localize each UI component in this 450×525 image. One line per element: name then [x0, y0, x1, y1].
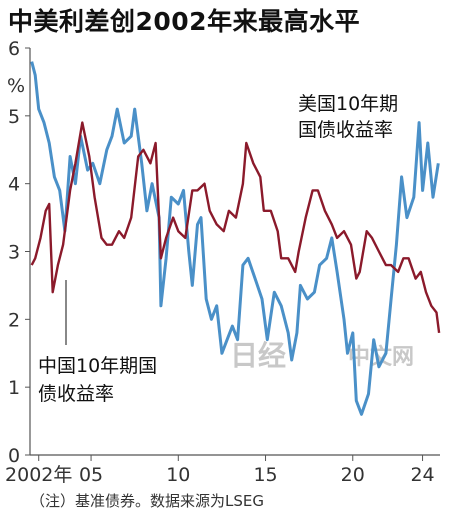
y-unit-label: %	[7, 75, 25, 97]
source-note: （注）基准债券。数据来源为LSEG	[30, 492, 264, 510]
x-tick-label: 24	[410, 464, 434, 486]
china-label-line-2: 债收益率	[38, 383, 114, 405]
us-label-line-2: 国债收益率	[298, 119, 393, 141]
x-tick-label: 05	[79, 464, 103, 486]
us-series-label: 美国10年期 国债收益率	[298, 93, 398, 141]
watermark-text: 中文网	[348, 344, 414, 370]
y-tick-label: 4	[8, 174, 20, 196]
chart-title: 中美利差创2002年来最高水平	[8, 7, 361, 36]
series-lines	[30, 61, 441, 416]
china-label-line-1: 中国10年期国	[38, 355, 157, 377]
x-tick-label: 2002年	[5, 464, 72, 486]
y-tick-label: 5	[8, 106, 20, 128]
us-label-line-1: 美国10年期	[298, 93, 398, 115]
y-tick-label: 2	[8, 309, 20, 331]
china-series-label: 中国10年期国 债收益率	[38, 355, 157, 405]
us-yield-line	[30, 61, 440, 416]
china-yield-line	[30, 121, 441, 334]
x-tick-label: 10	[166, 464, 190, 486]
x-ticks: 2002年 05 10 15 20 24	[5, 455, 435, 486]
watermark-logo: 日经	[230, 339, 286, 372]
y-tick-label: 6	[8, 38, 20, 60]
y-tick-label: 1	[8, 377, 20, 399]
y-ticks: 0 1 2 3 4 5 6	[8, 38, 30, 467]
y-tick-label: 0	[8, 445, 20, 467]
x-tick-label: 20	[341, 464, 365, 486]
y-tick-label: 3	[8, 242, 20, 264]
x-tick-label: 15	[253, 464, 277, 486]
